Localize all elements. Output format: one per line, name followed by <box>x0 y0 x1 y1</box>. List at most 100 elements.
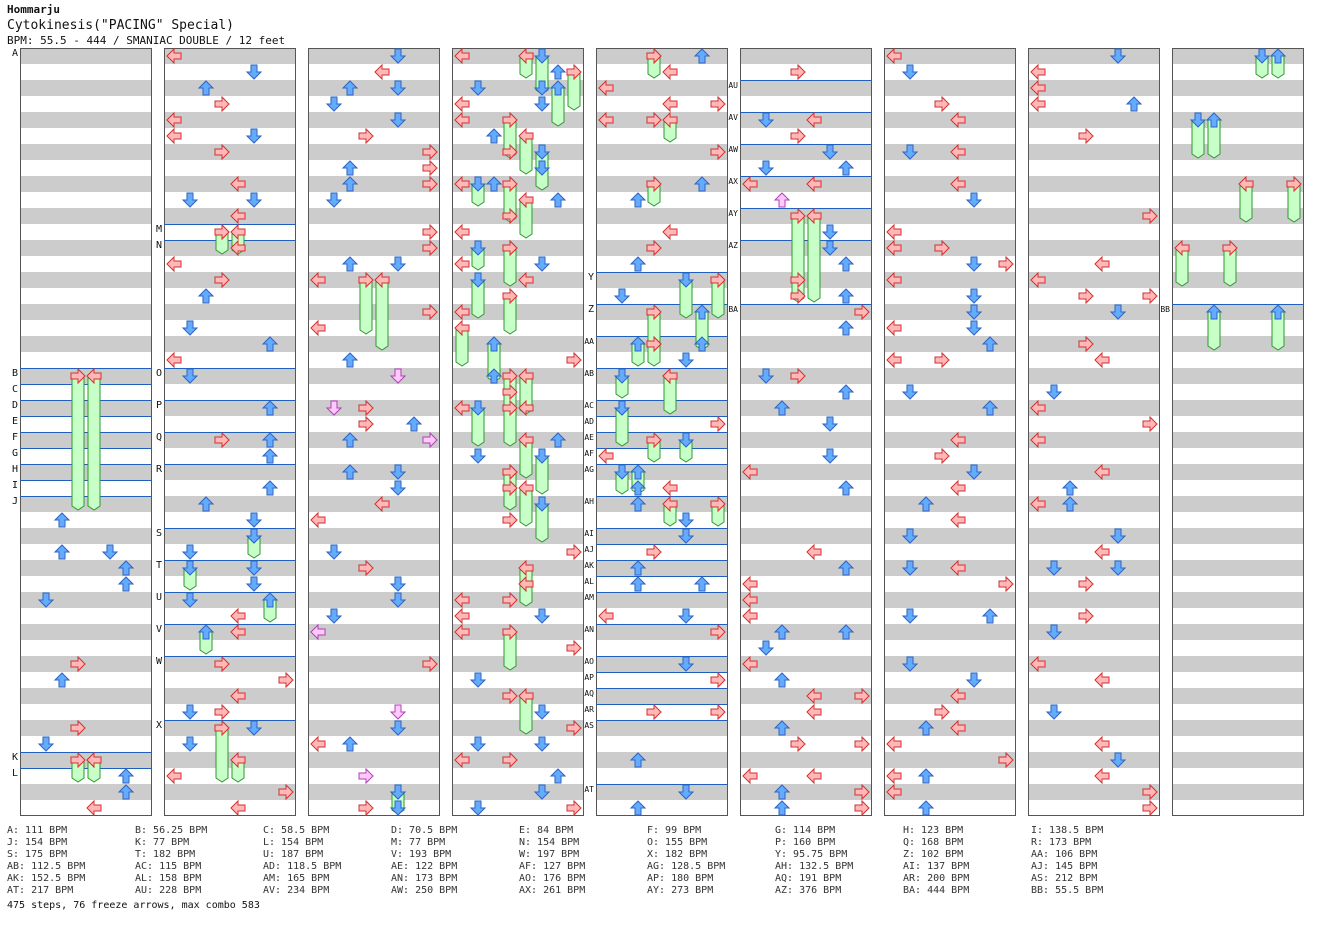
up-arrow-icon <box>629 560 647 576</box>
right-arrow-icon <box>214 655 230 673</box>
up-arrow-icon <box>981 400 999 416</box>
up-arrow-icon <box>485 128 503 144</box>
beat-stripe <box>452 592 584 608</box>
bpm-marker-label: AK <box>584 561 594 570</box>
right-arrow-icon <box>70 751 86 769</box>
beat-stripe <box>740 624 872 640</box>
right-arrow-icon <box>854 799 870 817</box>
right-arrow-icon <box>854 303 870 321</box>
left-arrow-icon <box>806 687 822 705</box>
bpm-entry: AE: 122 BPM <box>391 861 458 872</box>
up-arrow-icon <box>693 176 711 192</box>
up-arrow-icon <box>261 592 279 608</box>
beat-stripe <box>308 560 440 576</box>
beat-stripe <box>884 752 1016 768</box>
beat-stripe <box>740 176 872 192</box>
down-arrow-icon <box>181 368 199 384</box>
right-arrow-icon <box>214 223 230 241</box>
left-arrow-icon <box>374 63 390 81</box>
down-arrow-icon <box>677 432 695 448</box>
up-arrow-icon <box>693 48 711 64</box>
down-arrow-icon <box>245 192 263 208</box>
left-arrow-icon <box>886 735 902 753</box>
beat-stripe <box>20 48 152 64</box>
down-arrow-icon <box>469 176 487 192</box>
down-arrow-icon <box>533 608 551 624</box>
right-arrow-icon <box>502 207 518 225</box>
right-arrow-icon <box>1142 415 1158 433</box>
down-arrow-icon <box>821 240 839 256</box>
bpm-marker-label: BB <box>1160 305 1170 314</box>
bpm-entry: P: 160 BPM <box>775 837 836 848</box>
down-arrow-icon <box>469 80 487 96</box>
down-arrow-icon <box>1109 752 1127 768</box>
bpm-entry: AI: 137 BPM <box>903 861 970 872</box>
left-arrow-icon <box>518 271 534 289</box>
down-arrow-icon <box>901 608 919 624</box>
down-arrow-icon <box>389 800 407 816</box>
beat-stripe <box>1028 48 1160 64</box>
left-arrow-icon <box>166 255 182 273</box>
beat-stripe <box>20 80 152 96</box>
beat-stripe <box>452 272 584 288</box>
beat-stripe <box>1028 464 1160 480</box>
beat-stripe <box>1172 720 1304 736</box>
left-arrow-icon <box>886 223 902 241</box>
right-arrow-icon <box>566 63 582 81</box>
up-arrow-icon <box>261 400 279 416</box>
down-arrow-icon <box>965 320 983 336</box>
bpm-marker-label: AB <box>584 369 594 378</box>
right-arrow-icon <box>422 431 438 449</box>
up-arrow-icon <box>549 432 567 448</box>
right-arrow-icon <box>566 799 582 817</box>
beat-stripe <box>596 464 728 480</box>
bpm-marker-label: K <box>12 752 18 763</box>
beat-stripe <box>1028 336 1160 352</box>
beat-stripe <box>452 752 584 768</box>
bpm-marker-label: AA <box>584 337 594 346</box>
column-border <box>884 48 1016 816</box>
bpm-entry: X: 182 BPM <box>647 849 708 860</box>
right-arrow-icon <box>70 367 86 385</box>
down-arrow-icon <box>245 64 263 80</box>
left-arrow-icon <box>742 175 758 193</box>
left-arrow-icon <box>454 175 470 193</box>
bpm-marker-label: T <box>156 560 162 571</box>
down-arrow-icon <box>533 256 551 272</box>
bpm-entry: AZ: 376 BPM <box>775 885 842 896</box>
bpm-marker-label: BA <box>728 305 738 314</box>
left-arrow-icon <box>950 479 966 497</box>
right-arrow-icon <box>358 559 374 577</box>
bpm-entry: F: 99 BPM <box>647 825 702 836</box>
left-arrow-icon <box>1030 495 1046 513</box>
beat-stripe <box>596 624 728 640</box>
beat-stripe <box>1028 496 1160 512</box>
column-border <box>740 48 872 816</box>
down-arrow-icon <box>533 96 551 112</box>
bpm-marker-label: AR <box>584 705 594 714</box>
bpm-marker-label: D <box>12 400 18 411</box>
beat-stripe <box>452 432 584 448</box>
right-arrow-icon <box>1142 799 1158 817</box>
beat-stripe <box>1028 272 1160 288</box>
left-arrow-icon <box>230 239 246 257</box>
up-arrow-icon <box>261 448 279 464</box>
right-arrow-icon <box>502 143 518 161</box>
beat-stripe <box>740 720 872 736</box>
down-arrow-icon <box>389 576 407 592</box>
bpm-entry: AP: 180 BPM <box>647 873 714 884</box>
down-arrow-icon <box>1045 704 1063 720</box>
beat-stripe <box>596 368 728 384</box>
beat-stripe <box>308 688 440 704</box>
right-arrow-icon <box>934 703 950 721</box>
left-arrow-icon <box>454 223 470 241</box>
right-arrow-icon <box>422 159 438 177</box>
bpm-entry: E: 84 BPM <box>519 825 574 836</box>
right-arrow-icon <box>214 95 230 113</box>
bpm-entry: H: 123 BPM <box>903 825 964 836</box>
right-arrow-icon <box>1078 335 1094 353</box>
down-arrow-icon <box>389 464 407 480</box>
left-arrow-icon <box>950 111 966 129</box>
freeze-arrow <box>71 375 85 511</box>
up-arrow-icon <box>837 256 855 272</box>
